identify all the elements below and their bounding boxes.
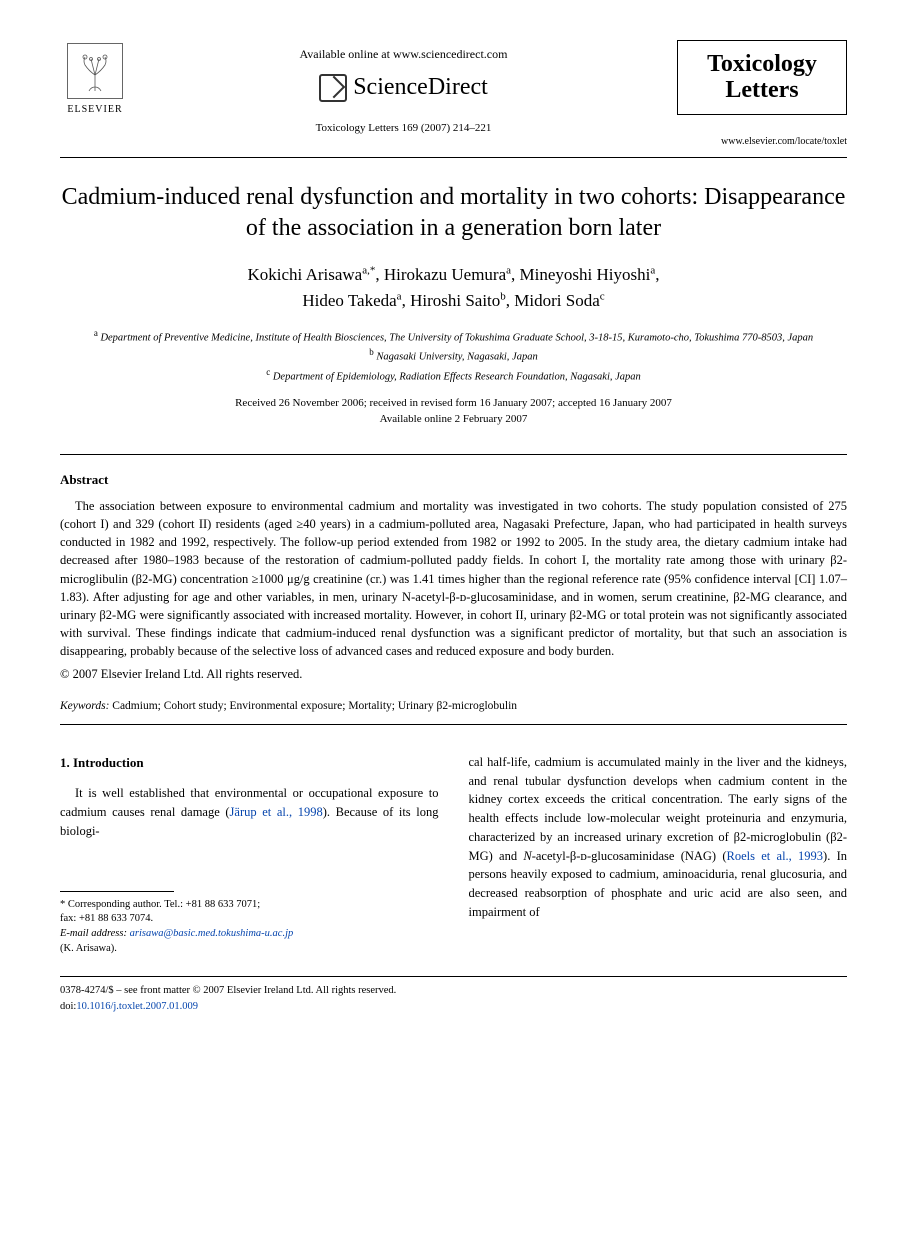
- keywords-label: Keywords:: [60, 700, 109, 712]
- sciencedirect-icon: [319, 74, 347, 102]
- author-list: Kokichi Arisawaa,*, Hirokazu Uemuraa, Mi…: [60, 262, 847, 313]
- header-rule: [60, 157, 847, 158]
- abstract-copyright: © 2007 Elsevier Ireland Ltd. All rights …: [60, 666, 847, 684]
- keywords-text: Cadmium; Cohort study; Environmental exp…: [109, 700, 517, 712]
- abstract-bottom-rule: [60, 724, 847, 725]
- bottom-rule: [60, 976, 847, 977]
- sciencedirect-brand: ScienceDirect: [319, 71, 488, 105]
- publisher-name: ELSEVIER: [67, 103, 122, 117]
- footnote-author: (K. Arisawa).: [60, 942, 439, 957]
- author-4: Hideo Takedaa: [302, 291, 401, 310]
- column-left: 1. Introduction It is well established t…: [60, 753, 439, 957]
- ref-link-jarup[interactable]: Järup et al., 1998: [230, 805, 323, 819]
- received-date: Received 26 November 2006; received in r…: [60, 395, 847, 412]
- keywords: Keywords: Cadmium; Cohort study; Environ…: [60, 698, 847, 714]
- intro-para-right: cal half-life, cadmium is accumulated ma…: [469, 753, 848, 922]
- author-1: Kokichi Arisawaa,*: [248, 265, 376, 284]
- affiliation-b: b Nagasaki University, Nagasaki, Japan: [60, 346, 847, 365]
- author-email[interactable]: arisawa@basic.med.tokushima-u.ac.jp: [130, 928, 294, 939]
- ref-link-roels[interactable]: Roels et al., 1993: [727, 849, 824, 863]
- journal-name-line2: Letters: [690, 77, 834, 103]
- affiliation-c: c Department of Epidemiology, Radiation …: [60, 366, 847, 385]
- corresponding-author-footnote: * Corresponding author. Tel.: +81 88 633…: [60, 898, 439, 957]
- author-5: Hiroshi Saitob: [410, 291, 506, 310]
- journal-title-box: Toxicology Letters: [677, 40, 847, 115]
- center-header: Available online at www.sciencedirect.co…: [130, 40, 677, 136]
- author-3: Mineyoshi Hiyoshia: [520, 265, 656, 284]
- footnote-rule: [60, 891, 174, 892]
- doi-link[interactable]: 10.1016/j.toxlet.2007.01.009: [76, 1001, 198, 1012]
- abstract-top-rule: [60, 454, 847, 455]
- author-6: Midori Sodac: [514, 291, 604, 310]
- issn-line: 0378-4274/$ – see front matter © 2007 El…: [60, 983, 847, 999]
- elsevier-tree-icon: [67, 43, 123, 99]
- author-2: Hirokazu Uemuraa: [384, 265, 511, 284]
- abstract-heading: Abstract: [60, 471, 847, 489]
- online-date: Available online 2 February 2007: [60, 411, 847, 428]
- section-1-heading: 1. Introduction: [60, 753, 439, 773]
- journal-url: www.elsevier.com/locate/toxlet: [677, 135, 847, 149]
- affiliation-a: a Department of Preventive Medicine, Ins…: [60, 327, 847, 346]
- article-title: Cadmium-induced renal dysfunction and mo…: [60, 182, 847, 244]
- bottom-info: 0378-4274/$ – see front matter © 2007 El…: [60, 983, 847, 1015]
- affiliations: a Department of Preventive Medicine, Ins…: [60, 327, 847, 385]
- body-columns: 1. Introduction It is well established t…: [60, 753, 847, 957]
- journal-box-wrapper: Toxicology Letters www.elsevier.com/loca…: [677, 40, 847, 149]
- footnote-email-line: E-mail address: arisawa@basic.med.tokush…: [60, 927, 439, 942]
- column-right: cal half-life, cadmium is accumulated ma…: [469, 753, 848, 957]
- elsevier-logo: ELSEVIER: [60, 40, 130, 120]
- journal-name-line1: Toxicology: [690, 51, 834, 77]
- intro-para-left: It is well established that environmenta…: [60, 784, 439, 840]
- article-dates: Received 26 November 2006; received in r…: [60, 395, 847, 428]
- doi-line: doi:10.1016/j.toxlet.2007.01.009: [60, 999, 847, 1015]
- footnote-fax: fax: +81 88 633 7074.: [60, 912, 439, 927]
- footnote-tel: * Corresponding author. Tel.: +81 88 633…: [60, 898, 439, 913]
- header-row: ELSEVIER Available online at www.science…: [60, 40, 847, 149]
- platform-name: ScienceDirect: [353, 71, 488, 105]
- abstract-text: The association between exposure to envi…: [60, 497, 847, 660]
- journal-reference: Toxicology Letters 169 (2007) 214–221: [130, 121, 677, 136]
- available-online-text: Available online at www.sciencedirect.co…: [130, 46, 677, 63]
